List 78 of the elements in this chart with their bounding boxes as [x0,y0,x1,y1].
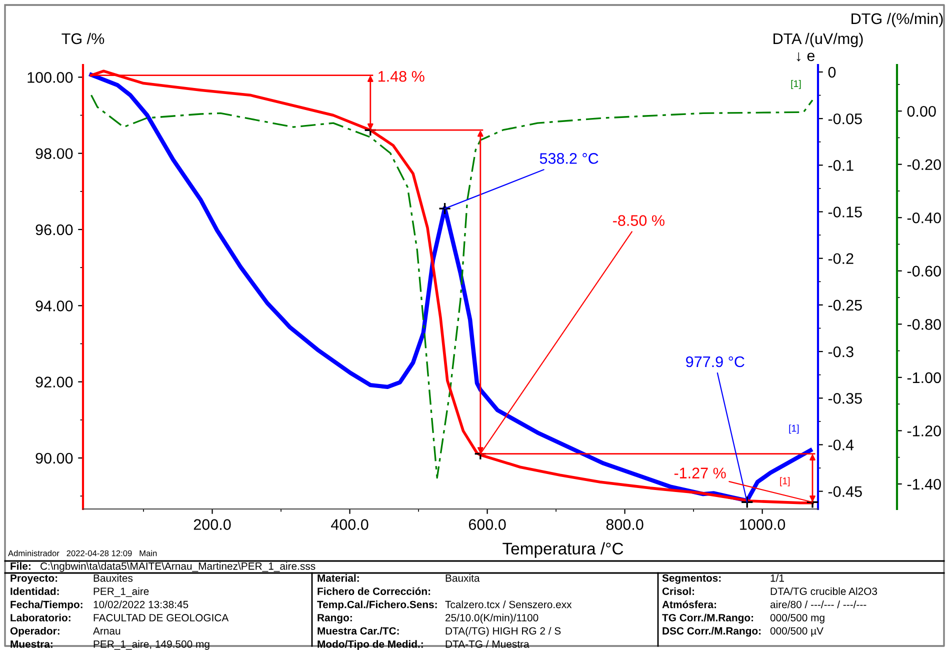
text: FACULTAD DE GEOLOGICA [94,614,229,622]
text: Material: [318,574,359,582]
y2-tick-label: -0.45 [828,486,862,497]
y3-tick-label: -0.60 [907,266,941,277]
text: 25/10.0(K/min)/1100 [446,614,538,624]
y2-tick-label: -0.15 [828,206,862,218]
x-tick-label: 600.0 [468,519,506,530]
text: DTA-TG / Muestra [446,640,530,648]
y3-tick-label: -0.20 [907,159,941,170]
text: 10/02/2022 13:38:45 [94,600,188,608]
text: ↓ e [796,52,815,62]
text: Administrador 2022-04-28 12:09 Main [8,550,157,556]
y3-tick-label: -0.80 [907,319,941,330]
text: Muestra Car./TC: [318,626,399,635]
y3-tick-label: -0.40 [907,212,941,224]
text: aire/80 / ---/--- / ---/--- [770,600,866,608]
y-tick-label: 100.00 [28,72,73,83]
y2-tick-label: -0.35 [828,392,862,404]
y2-tick-label: -0.2 [828,253,854,264]
text: Fecha/Tiempo: [10,600,82,610]
text: Laboratorio: [10,614,70,622]
y2-axis-title: DTA /(uV/mg) [774,32,863,48]
text: PER_1_aire, 149.500 mg [94,640,210,650]
text: DSC Corr./M.Rango: [662,626,761,637]
text: Proyecto: [10,574,58,584]
text: Arnau [93,627,120,635]
text: Identidad: [10,587,59,595]
annotation: [1] [780,477,790,486]
annotation: -8.50 % [613,215,664,226]
text: 000/500 mg [770,614,824,624]
annotation: 977.9 °C [686,356,744,368]
y2-tick-label: 0 [828,66,836,78]
text: Operador: [10,626,60,637]
y2-tick-label: -0.25 [828,300,862,311]
x-tick-label: 400.0 [331,519,368,530]
annotation: 538.2 °C [540,153,598,164]
text: Atmósfera: [662,600,716,608]
annotation: -1.27 % [674,468,726,478]
y-tick-label: 92.00 [36,376,73,388]
text: DTA/TG crucible Al2O3 [770,587,878,595]
y3-tick-label: -1.00 [907,372,941,384]
y-tick-label: 96.00 [36,224,73,236]
text: Crisol: [662,587,694,595]
text: Bauxites [94,574,133,582]
y3-axis-title: DTG /(%/min) [852,12,943,28]
y2-tick-label: -0.4 [828,440,854,450]
text: Muestra: [10,640,52,648]
y-axis-title: TG /% [62,32,104,44]
x-tick-label: 800.0 [606,519,644,530]
y-tick-label: 90.00 [36,452,73,464]
text: C:\ngbwin\ta\data5\MAITE\Arnau_Martinez\PER_1_aire.sss [40,562,316,572]
text: Tcalzero.tcx / Senszero.exx [445,600,572,608]
text: Modo/Tipo de Medid.: [318,640,423,650]
y3-tick-label: -1.20 [907,426,941,436]
text: TG Corr./M.Rango: [662,614,754,624]
y2-tick-label: -0.1 [828,160,854,171]
text: DTA(/TG) HIGH RG 2 / S [446,626,561,637]
y3-tick-label: -1.40 [907,478,941,490]
x-tick-label: 200.0 [194,519,231,530]
annotation: [1] [789,424,799,434]
y-tick-label: 94.00 [36,300,73,312]
text: 1/1 [770,574,784,582]
text: 000/500 µV [770,626,824,637]
annotation: [1] [791,80,801,90]
y2-tick-label: -0.3 [828,346,854,358]
text: PER_1_aire [94,587,149,597]
y2-tick-label: -0.05 [828,113,862,124]
text: Fichero de Corrección: [318,587,430,595]
text: Rango: [318,614,352,624]
annotation: 1.48 % [378,70,424,82]
text: Bauxita [446,574,480,582]
text: Temp.Cal./Fichero.Sens: [317,600,437,610]
text: Segmentos: [662,574,721,584]
x-axis-title: Temperatura /°C [502,542,624,558]
y3-tick-label: 0.00 [907,106,936,117]
text: File: [10,562,30,570]
x-tick-label: 1000.0 [740,519,786,530]
y-tick-label: 98.00 [36,148,73,160]
